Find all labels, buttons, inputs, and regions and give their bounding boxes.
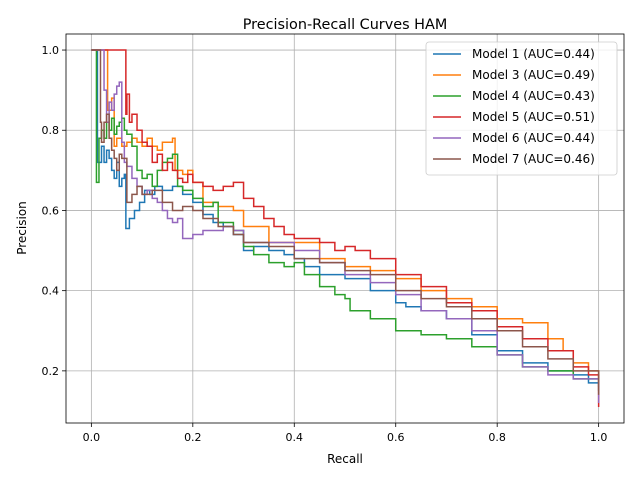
legend-entry-label: Model 1 (AUC=0.44) [472, 47, 595, 61]
y-axis-label: Precision [15, 201, 29, 255]
y-tick-label: 0.6 [42, 204, 60, 217]
series-line-4 [91, 49, 600, 407]
legend-entry-label: Model 7 (AUC=0.46) [472, 152, 595, 166]
y-tick-label: 0.4 [42, 285, 60, 298]
x-tick-label: 1.0 [590, 431, 608, 444]
legend-entry-label: Model 4 (AUC=0.43) [472, 89, 595, 103]
legend-box [425, 41, 618, 176]
series-line-6 [91, 49, 600, 395]
series-line-5 [91, 49, 600, 403]
legend-entry-label: Model 3 (AUC=0.49) [472, 68, 595, 82]
x-tick-label: 0.6 [387, 431, 405, 444]
x-tick-label: 0.2 [184, 431, 202, 444]
x-axis-label: Recall [327, 452, 363, 466]
x-tick-label: 0.8 [488, 431, 506, 444]
x-tick-label: 0.0 [83, 431, 101, 444]
series-line-3 [91, 49, 600, 391]
chart-title: Precision-Recall Curves HAM [243, 17, 448, 33]
legend: Model 1 (AUC=0.44) Model 3 (AUC=0.49) Mode… [425, 41, 618, 176]
y-tick-label: 0.2 [42, 365, 60, 378]
legend-entry-label: Model 5 (AUC=0.51) [472, 110, 595, 124]
y-tick-label: 0.8 [42, 124, 60, 137]
plot-frame [65, 33, 625, 424]
y-tick-label: 1.0 [42, 44, 60, 57]
series-lines [91, 49, 600, 407]
legend-entry-label: Model 6 (AUC=0.44) [472, 131, 595, 145]
x-tick-label: 0.4 [286, 431, 304, 444]
axis-ticks: 0.0 0.2 0.4 0.6 0.8 1.0 0.2 0.4 0.6 0.8 1.0 [42, 44, 608, 444]
